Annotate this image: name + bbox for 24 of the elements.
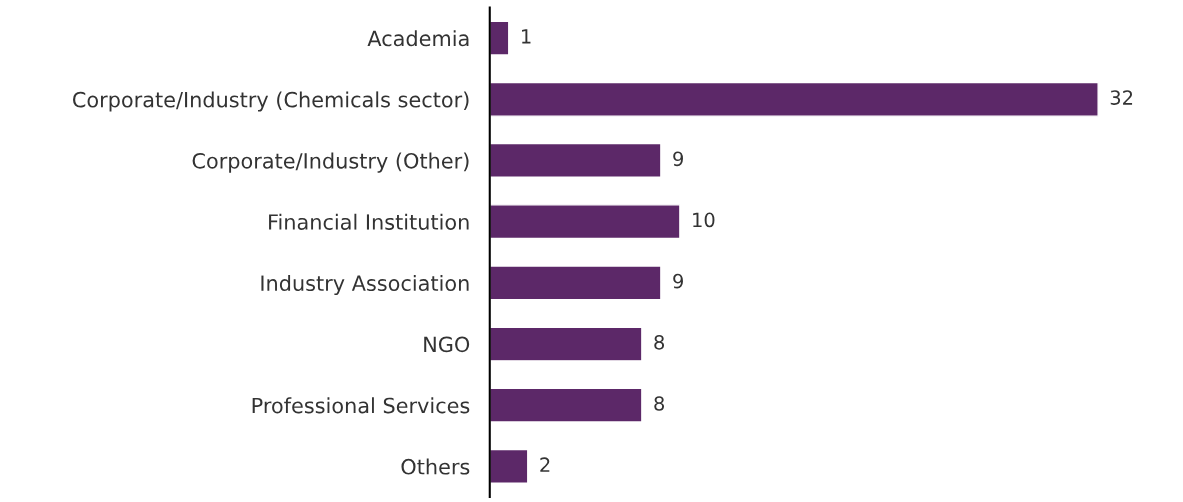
data-label: 9 — [673, 273, 683, 289]
y-tick-label: Corporate/Industry (Chemicals sector) — [73, 91, 469, 112]
data-label: 8 — [654, 396, 665, 411]
bar — [489, 387, 643, 423]
y-tick-label: NGO — [424, 336, 470, 353]
data-label: 2 — [540, 457, 550, 472]
y-tick-label: Financial Institution — [269, 213, 469, 230]
bar — [489, 265, 662, 301]
data-label: 10 — [693, 212, 715, 228]
data-label: 32 — [1110, 90, 1133, 105]
data-label: 8 — [654, 334, 665, 350]
bar — [489, 326, 643, 362]
data-label: 9 — [673, 151, 683, 167]
bar — [489, 142, 662, 179]
bar — [489, 448, 529, 484]
y-tick-label: Academia — [367, 30, 469, 47]
data-label: 1 — [522, 29, 531, 44]
y-tick-label: Professional Services — [252, 397, 470, 414]
bar — [489, 20, 510, 56]
y-tick-label: Industry Association — [261, 274, 469, 296]
bar — [489, 204, 681, 240]
y-tick-label: Corporate/Industry (Other) — [192, 152, 469, 173]
y-tick-label: Others — [401, 458, 470, 475]
bar — [489, 81, 1099, 117]
